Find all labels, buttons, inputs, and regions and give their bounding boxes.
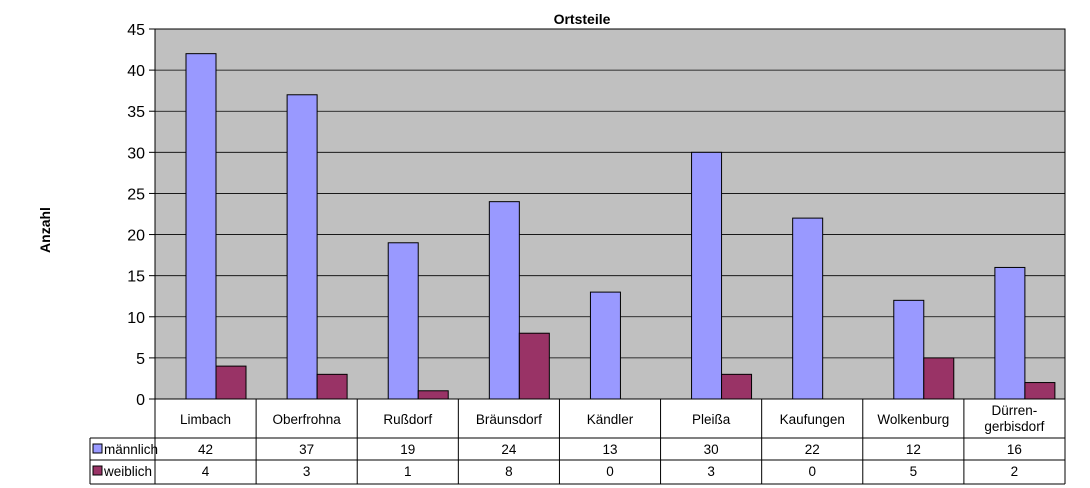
data-label: 30: [704, 442, 719, 457]
data-label: 8: [505, 464, 513, 479]
category-label: Bräunsdorf: [476, 412, 542, 427]
legend-label: weiblich: [103, 464, 152, 479]
bar-weiblich: [215, 365, 247, 400]
y-tick-label: 0: [136, 392, 145, 409]
bar-männlich: [589, 291, 621, 400]
category-label: Oberfrohna: [273, 412, 342, 427]
category-label: Wolkenburg: [877, 412, 949, 427]
category-label: Limbach: [180, 412, 231, 427]
y-tick-label: 15: [127, 269, 145, 286]
data-label: 0: [606, 464, 614, 479]
y-tick-label: 45: [127, 22, 145, 39]
bar-männlich: [185, 53, 217, 400]
data-label: 12: [906, 442, 921, 457]
y-axis: 0 5 10 15 20 25 30 35 40 45: [127, 22, 155, 409]
category-label: Kändler: [587, 412, 634, 427]
data-label: 4: [202, 464, 210, 479]
category-label: Dürren-: [992, 403, 1038, 418]
bar-männlich: [792, 217, 824, 400]
bar-männlich: [488, 201, 520, 400]
legend-label: männlich: [104, 442, 158, 457]
bar-männlich: [994, 266, 1026, 400]
bar-weiblich: [417, 390, 449, 400]
bar-männlich: [893, 299, 925, 400]
data-label: 1: [404, 464, 412, 479]
data-label: 22: [805, 442, 820, 457]
y-tick-label: 20: [127, 228, 145, 245]
bar-weiblich: [518, 332, 550, 400]
chart-title: Ortsteile: [554, 11, 611, 27]
y-tick-label: 35: [127, 104, 145, 121]
bar-weiblich: [923, 357, 955, 400]
legend-key-weiblich: [92, 465, 103, 476]
category-label: gerbisdorf: [984, 419, 1044, 434]
bar-weiblich: [721, 373, 753, 400]
bar-weiblich: [1024, 382, 1056, 400]
data-table: Limbach Oberfrohna Rußdorf Bräunsdorf Kändle…: [89, 398, 1066, 485]
data-label: 2: [1011, 464, 1019, 479]
y-axis-label: Anzahl: [37, 207, 53, 253]
y-tick-label: 10: [127, 310, 145, 327]
data-label: 16: [1007, 442, 1022, 457]
data-label: 0: [808, 464, 816, 479]
legend-key-männlich: [92, 443, 103, 454]
category-label: Pleißa: [692, 412, 731, 427]
y-tick-label: 40: [127, 63, 145, 80]
category-label: Rußdorf: [383, 412, 432, 427]
y-tick-label: 5: [136, 351, 145, 368]
bar-männlich: [387, 242, 419, 400]
category-label: Kaufungen: [780, 412, 845, 427]
data-label: 19: [400, 442, 415, 457]
data-label: 3: [707, 464, 715, 479]
data-label: 42: [198, 442, 213, 457]
bars: [185, 53, 1056, 400]
data-label: 3: [303, 464, 311, 479]
y-tick-label: 25: [127, 186, 145, 203]
bar-weiblich: [316, 373, 348, 400]
data-label: 37: [299, 442, 314, 457]
data-label: 5: [910, 464, 918, 479]
y-tick-label: 30: [127, 145, 145, 162]
bar-männlich: [691, 151, 723, 400]
data-label: 24: [501, 442, 517, 457]
data-label: 13: [602, 442, 617, 457]
bar-männlich: [286, 94, 318, 400]
